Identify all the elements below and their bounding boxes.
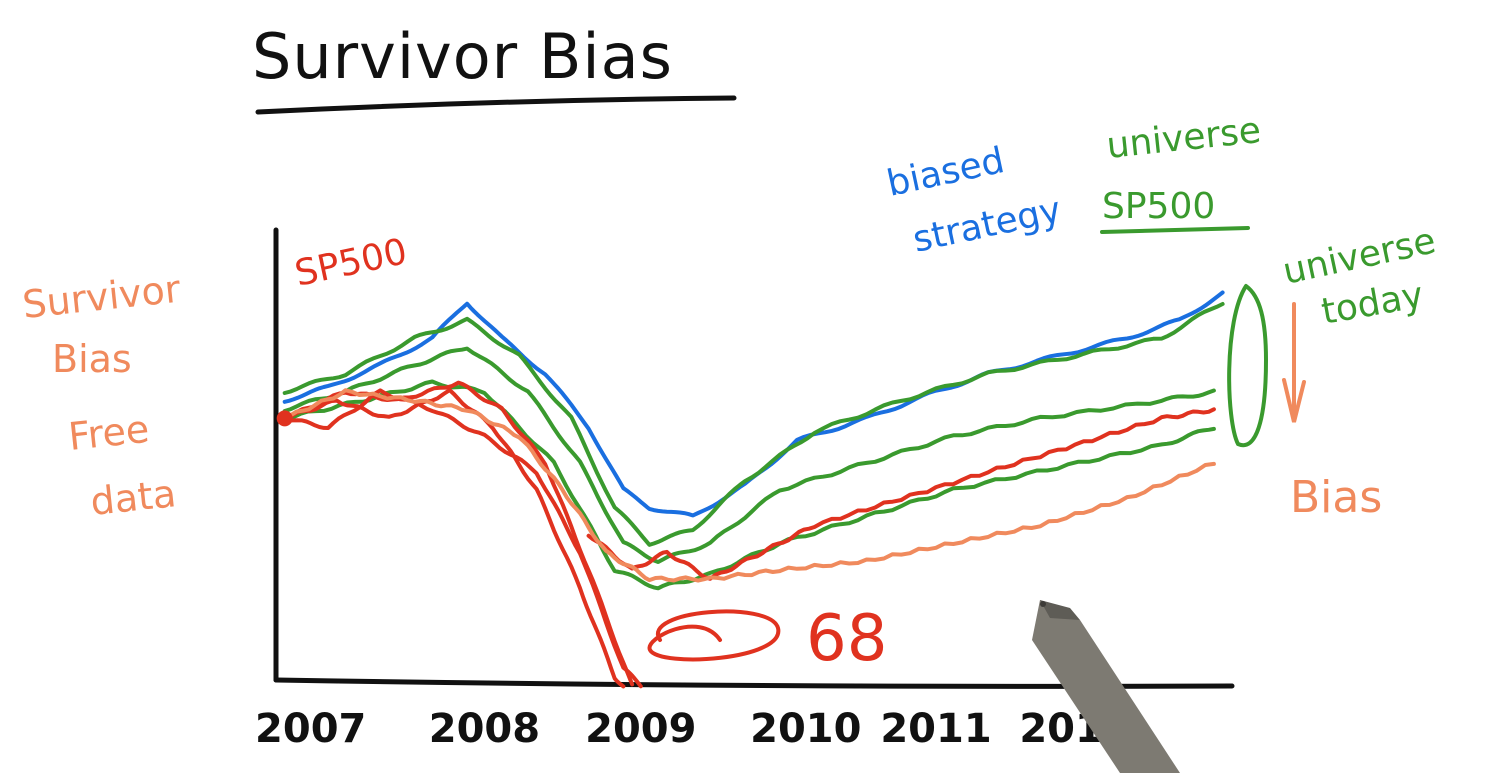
stylus-pen bbox=[1032, 600, 1180, 773]
left-note: Survivor Bias Free data bbox=[20, 267, 182, 524]
left-note-line-4: data bbox=[88, 471, 178, 524]
series-line-7 bbox=[282, 388, 626, 689]
biased-label-line-1: biased bbox=[883, 140, 1008, 205]
universe-sp500-line-2: SP500 bbox=[1102, 186, 1215, 227]
series-line-8 bbox=[586, 407, 1216, 581]
bias-arrow bbox=[1282, 302, 1306, 423]
series-line-1 bbox=[282, 290, 1225, 518]
chart-axes bbox=[273, 227, 1235, 689]
title-underline bbox=[255, 95, 737, 115]
bias-label: Bias bbox=[1290, 472, 1382, 523]
left-note-line-2: Bias bbox=[52, 337, 132, 381]
sp500-red-label: SP500 bbox=[291, 231, 410, 295]
series-line-5 bbox=[282, 388, 643, 689]
series-line-3 bbox=[282, 346, 1216, 564]
universe-today-line-2: today bbox=[1318, 275, 1426, 333]
count-label: 68 bbox=[806, 602, 887, 676]
chart-series bbox=[276, 290, 1225, 689]
series-line-2 bbox=[282, 302, 1225, 547]
universe-sp500-line-1: universe bbox=[1105, 110, 1263, 167]
biased-label-line-2: strategy bbox=[909, 189, 1064, 260]
left-note-line-1: Survivor bbox=[20, 267, 182, 327]
series-line-4 bbox=[282, 379, 1216, 591]
x-tick-label-2010: 2010 bbox=[750, 706, 861, 752]
x-tick-label-2007: 2007 bbox=[255, 706, 366, 752]
left-note-line-3: Free bbox=[66, 407, 151, 459]
page-title: Survivor Bias bbox=[252, 20, 673, 93]
x-tick-label-2009: 2009 bbox=[585, 706, 696, 752]
universe-today-bracket bbox=[1227, 284, 1269, 448]
series-line-9 bbox=[282, 388, 1216, 583]
x-tick-labels: 2007 2008 2009 2010 2011 2012 bbox=[255, 706, 1131, 752]
universe-sp500-underline bbox=[1100, 226, 1250, 234]
series-start-dot bbox=[276, 410, 293, 427]
sixty-eight-circle bbox=[647, 609, 781, 662]
x-tick-label-2008: 2008 bbox=[429, 706, 540, 752]
series-line-6 bbox=[282, 380, 635, 687]
x-tick-label-2011: 2011 bbox=[880, 706, 991, 752]
